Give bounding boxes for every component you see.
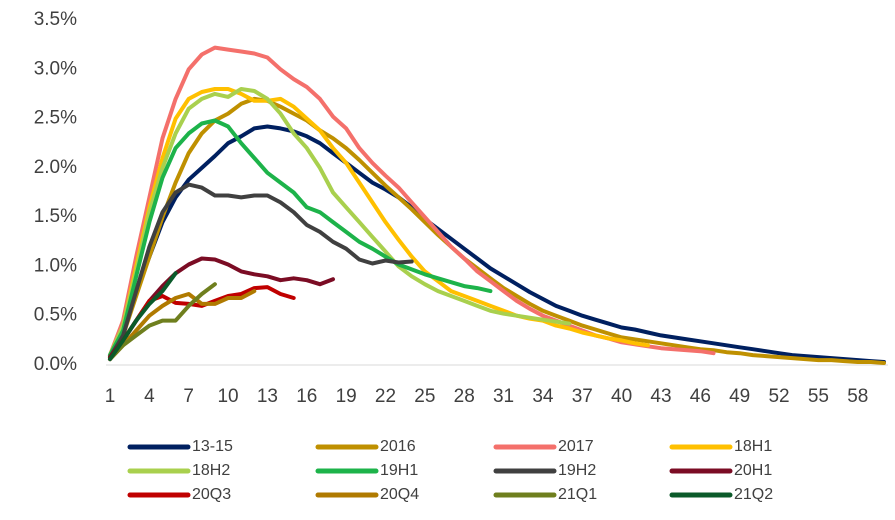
- series-line: [108, 87, 572, 358]
- x-tick-label: 22: [375, 386, 396, 407]
- x-tick-label: 19: [336, 386, 357, 407]
- legend-label: 18H1: [734, 438, 772, 455]
- series-line: [108, 182, 414, 360]
- y-tick-label: 1.0%: [34, 255, 77, 276]
- series-line: [108, 282, 217, 362]
- y-tick-label: 2.0%: [34, 157, 77, 178]
- legend-label: 2017: [558, 438, 594, 455]
- x-tick-label: 34: [532, 386, 554, 407]
- x-tick-label: 10: [217, 386, 238, 407]
- x-tick-label: 58: [847, 386, 868, 407]
- x-tick-label: 1: [105, 386, 116, 407]
- x-tick-label: 49: [729, 386, 750, 407]
- legend-label: 18H2: [192, 462, 230, 479]
- legend-label: 19H2: [558, 462, 596, 479]
- y-tick-label: 3.5%: [34, 9, 77, 30]
- legend-label: 13-15: [192, 438, 233, 455]
- x-tick-label: 4: [144, 386, 155, 407]
- x-tick-label: 16: [296, 386, 317, 407]
- x-tick-label: 40: [611, 386, 632, 407]
- legend-label: 20Q4: [380, 486, 419, 503]
- y-tick-label: 2.5%: [34, 108, 77, 129]
- legend-label: 19H1: [380, 462, 418, 479]
- x-tick-label: 46: [690, 386, 711, 407]
- series-line: [108, 118, 493, 358]
- x-tick-label: 37: [572, 386, 593, 407]
- x-tick-label: 43: [650, 386, 671, 407]
- x-tick-label: 25: [414, 386, 435, 407]
- x-tick-label: 52: [768, 386, 789, 407]
- legend-label: 21Q1: [558, 486, 597, 503]
- x-tick-label: 55: [808, 386, 829, 407]
- y-tick-label: 1.5%: [34, 206, 77, 227]
- series-line: [108, 96, 886, 365]
- x-tick-label: 31: [493, 386, 514, 407]
- x-tick-label: 13: [257, 386, 278, 407]
- series-line: [108, 271, 178, 362]
- x-tick-label: 7: [183, 386, 194, 407]
- series-line: [108, 87, 650, 358]
- legend-label: 20Q3: [192, 486, 231, 503]
- legend-label: 21Q2: [734, 486, 773, 503]
- series-line: [108, 124, 886, 364]
- legend-label: 2016: [380, 438, 416, 455]
- y-tick-label: 0.0%: [34, 354, 77, 375]
- series-line: [108, 289, 257, 362]
- legend-label: 20H1: [734, 462, 772, 479]
- y-tick-label: 3.0%: [34, 58, 77, 79]
- y-tick-label: 0.5%: [34, 305, 77, 326]
- x-tick-label: 28: [454, 386, 475, 407]
